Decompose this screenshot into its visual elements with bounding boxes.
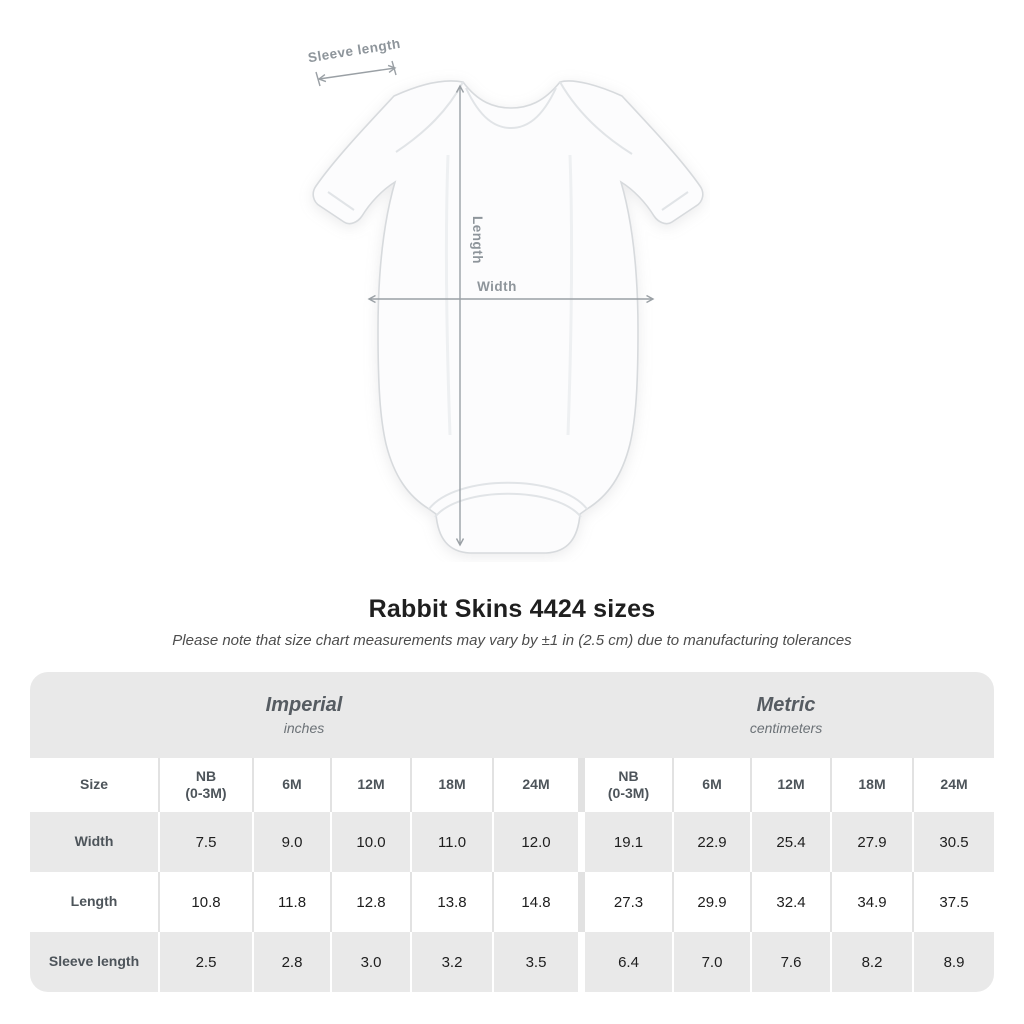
cell-value: 3.5 — [492, 932, 579, 992]
width-annotation: Width — [367, 279, 655, 304]
page-subtitle: Please note that size chart measurements… — [172, 632, 852, 649]
col-header-6m-imperial: 6M — [252, 758, 330, 812]
cell-value: 11.8 — [252, 872, 330, 932]
crotch-flap-seam-2 — [434, 492, 582, 518]
page-title: Rabbit Skins 4424 sizes — [368, 595, 656, 623]
width-label: Width — [477, 279, 517, 294]
length-annotation: Length — [455, 84, 485, 547]
cell-value: 32.4 — [750, 872, 831, 932]
cell-value: 25.4 — [750, 812, 831, 872]
col-header-18m-metric: 18M — [830, 758, 913, 812]
cell-value: 29.9 — [672, 872, 751, 932]
cell-value: 12.0 — [492, 812, 579, 872]
cell-value: 13.8 — [410, 872, 492, 932]
col-header-nb-imperial: NB (0-3M) — [158, 758, 252, 812]
size-col-header: Size — [30, 758, 158, 812]
cell-value: 22.9 — [672, 812, 751, 872]
section-metric-title: Metric — [756, 694, 816, 716]
cell-value: 10.8 — [158, 872, 252, 932]
cell-value: 2.8 — [252, 932, 330, 992]
cell-value: 34.9 — [830, 872, 913, 932]
col-header-12m-metric: 12M — [750, 758, 831, 812]
size-chart-table: Imperial inches Metric centimeters Size … — [30, 672, 994, 992]
length-label: Length — [470, 216, 485, 264]
sleeve-length-annotation: Sleeve length — [307, 40, 402, 87]
row-label: Sleeve length — [30, 932, 158, 992]
cell-value: 10.0 — [330, 812, 410, 872]
left-sleeve-hem — [327, 191, 355, 211]
col-header-nb-metric: NB (0-3M) — [578, 758, 673, 812]
section-metric: Metric centimeters — [578, 672, 994, 758]
cell-value: 6.4 — [578, 932, 673, 992]
cell-value: 11.0 — [410, 812, 492, 872]
cell-value: 27.3 — [578, 872, 673, 932]
section-metric-units: centimeters — [749, 720, 823, 736]
cell-value: 7.6 — [750, 932, 831, 992]
section-imperial: Imperial inches — [30, 672, 579, 758]
cell-value: 19.1 — [578, 812, 673, 872]
cell-value: 37.5 — [912, 872, 994, 932]
column-header-row: Size NB (0-3M) 6M 12M 18M 24M NB (0-3M) … — [30, 758, 994, 812]
cell-value: 8.9 — [912, 932, 994, 992]
right-lap-seam — [559, 81, 633, 155]
sleeve-length-label: Sleeve length — [307, 40, 402, 65]
table-row-width: Width 7.5 9.0 10.0 11.0 12.0 19.1 22.9 2… — [30, 812, 994, 872]
cell-value: 12.8 — [330, 872, 410, 932]
section-imperial-units: inches — [283, 720, 325, 736]
bodysuit-diagram: Sleeve length Length Width — [307, 40, 704, 554]
cell-value: 30.5 — [912, 812, 994, 872]
row-label: Width — [30, 812, 158, 872]
cell-value: 3.2 — [410, 932, 492, 992]
col-header-24m-imperial: 24M — [492, 758, 579, 812]
cell-value: 27.9 — [830, 812, 913, 872]
table-row-length: Length 10.8 11.8 12.8 13.8 14.8 27.3 29.… — [30, 872, 994, 932]
col-header-6m-metric: 6M — [672, 758, 751, 812]
cell-value: 2.5 — [158, 932, 252, 992]
cell-value: 3.0 — [330, 932, 410, 992]
cell-value: 7.0 — [672, 932, 751, 992]
row-label: Length — [30, 872, 158, 932]
section-header-row: Imperial inches Metric centimeters — [30, 672, 994, 758]
col-header-24m-metric: 24M — [912, 758, 994, 812]
neckband-seam — [465, 87, 557, 130]
right-sleeve-hem — [661, 191, 689, 211]
cell-value: 8.2 — [830, 932, 913, 992]
bodysuit-outline — [312, 80, 704, 554]
cell-value: 14.8 — [492, 872, 579, 932]
cell-value: 9.0 — [252, 812, 330, 872]
table-row-sleeve-length: Sleeve length 2.5 2.8 3.0 3.2 3.5 6.4 7.… — [30, 932, 994, 992]
size-chart: Imperial inches Metric centimeters Size … — [30, 672, 994, 992]
col-header-18m-imperial: 18M — [410, 758, 492, 812]
col-header-12m-imperial: 12M — [330, 758, 410, 812]
section-imperial-title: Imperial — [265, 694, 343, 716]
cell-value: 7.5 — [158, 812, 252, 872]
crotch-flap-seam — [428, 481, 588, 510]
